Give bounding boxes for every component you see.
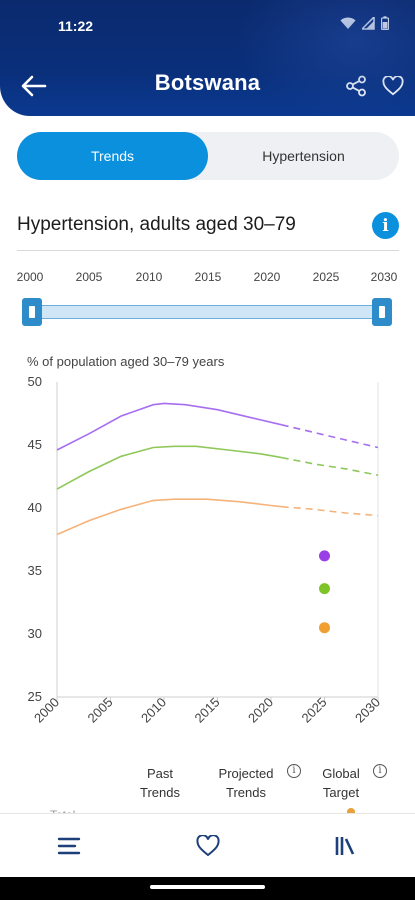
back-button[interactable] [18, 70, 50, 102]
y-tick-label: 45 [28, 437, 42, 452]
section-title: Hypertension, adults aged 30–79 [17, 214, 296, 235]
tab-hypertension[interactable]: Hypertension [262, 148, 345, 164]
app-header: 11:22 Botswana [0, 0, 415, 116]
status-time: 11:22 [58, 18, 94, 34]
y-tick-label: 25 [28, 689, 42, 704]
series-projected-line [281, 456, 379, 476]
view-tabs: Trends Hypertension [17, 132, 399, 180]
divider [17, 250, 399, 251]
series-projected-line [281, 505, 379, 517]
cut-off-row-dot [347, 808, 355, 813]
y-tick-label: 35 [28, 563, 42, 578]
y-tick-label: 40 [28, 500, 42, 515]
series-past-line [56, 498, 282, 536]
slider-year-label: 2030 [370, 270, 398, 284]
target-info-icon[interactable]: i [373, 764, 387, 778]
chart-y-axis-label: % of population aged 30–79 years [27, 354, 225, 369]
battery-icon [381, 16, 389, 30]
status-icons [340, 16, 389, 30]
slider-year-label: 2015 [194, 270, 222, 284]
slider-year-label: 2010 [135, 270, 163, 284]
legend-projected-trends: Projected Trends [213, 764, 279, 802]
series-projected-line [281, 424, 379, 449]
y-tick-label: 50 [28, 374, 42, 389]
cell-signal-icon [362, 16, 375, 30]
slider-year-label: 2025 [312, 270, 340, 284]
heart-icon [196, 835, 220, 857]
slider-track[interactable] [26, 305, 388, 319]
favorite-button[interactable] [379, 72, 407, 100]
tab-trends[interactable]: Trends [17, 132, 208, 180]
legend-global-target: Global Target [316, 764, 366, 802]
home-indicator[interactable] [150, 885, 265, 889]
menu-icon [57, 837, 81, 855]
slider-start-handle[interactable] [22, 298, 42, 326]
global-target-point [319, 583, 330, 595]
heart-outline-icon [382, 76, 404, 96]
year-range-slider [22, 298, 392, 326]
series-past-line [56, 445, 282, 490]
slider-year-label: 2020 [253, 270, 281, 284]
library-icon [335, 837, 355, 855]
legend-projected-label: Projected Trends [218, 766, 274, 800]
page-title: Botswana [154, 70, 261, 95]
info-icon[interactable]: i [372, 212, 399, 239]
projected-info-icon[interactable]: i [287, 764, 301, 778]
global-target-point [319, 622, 330, 634]
arrow-left-icon [21, 75, 47, 97]
gesture-bar [0, 877, 415, 900]
nav-menu-button[interactable] [54, 832, 84, 860]
series-past-line [56, 402, 282, 451]
slider-end-handle[interactable] [372, 298, 392, 326]
legend-target-label: Global Target [322, 766, 360, 800]
share-button[interactable] [342, 72, 370, 100]
cut-off-row-label: Total [50, 808, 76, 816]
global-target-point [319, 550, 330, 562]
share-icon [346, 75, 366, 97]
slider-year-labels: 2000 2005 2010 2015 2020 2025 2030 [17, 270, 401, 286]
legend-past-trends: Past Trends [137, 764, 183, 802]
slider-year-label: 2005 [75, 270, 103, 284]
nav-favorites-button[interactable] [193, 832, 223, 860]
legend-past-label: Past Trends [140, 766, 180, 800]
slider-year-label: 2000 [16, 270, 44, 284]
wifi-icon [340, 17, 356, 29]
y-tick-label: 30 [28, 626, 42, 641]
bottom-nav [0, 813, 415, 877]
nav-library-button[interactable] [331, 832, 361, 860]
